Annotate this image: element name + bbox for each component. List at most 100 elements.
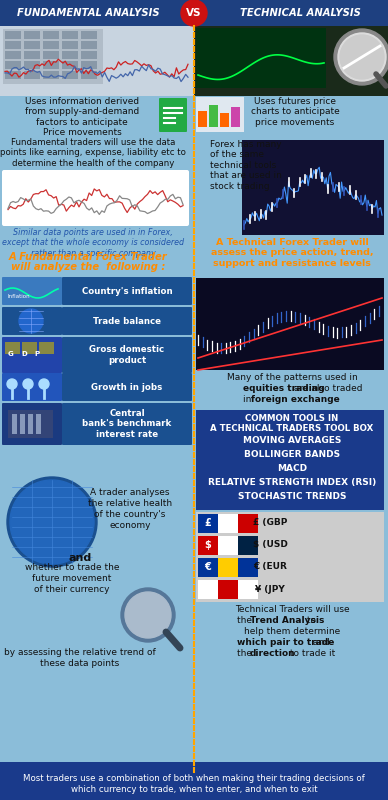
Text: D: D (21, 351, 27, 357)
Text: the: the (237, 649, 255, 658)
Bar (43, 61, 59, 69)
Bar (20, 414, 25, 434)
Bar (242, 140, 384, 235)
Bar (198, 111, 207, 127)
Bar (28, 414, 33, 434)
Bar (218, 514, 238, 533)
Text: direction: direction (250, 649, 296, 658)
Bar (198, 580, 258, 599)
Text: Technical Traders will use: Technical Traders will use (235, 605, 349, 614)
Bar (238, 558, 258, 577)
Circle shape (7, 477, 97, 567)
Bar (36, 414, 41, 434)
Text: A trader analyses: A trader analyses (90, 488, 170, 497)
FancyBboxPatch shape (159, 98, 187, 132)
Text: Uses information derived
from supply-and-demand
factors to anticipate
Price move: Uses information derived from supply-and… (25, 97, 139, 138)
Text: of their currency: of their currency (34, 585, 110, 594)
Text: these data points: these data points (40, 659, 120, 668)
Bar (12, 414, 17, 434)
Text: €: € (204, 562, 211, 572)
Text: Forex has many
of the same
technical tools
that are used in
stock trading: Forex has many of the same technical too… (210, 140, 282, 190)
Text: RELATIVE STRENGTH INDEX (RSI): RELATIVE STRENGTH INDEX (RSI) (208, 478, 376, 487)
Text: TECHNICAL ANALYSIS: TECHNICAL ANALYSIS (239, 8, 360, 18)
Text: ¥: ¥ (204, 584, 211, 594)
FancyBboxPatch shape (62, 337, 192, 373)
Bar (39, 342, 54, 354)
Bar (62, 71, 78, 79)
Bar (24, 71, 40, 79)
Bar (62, 61, 78, 69)
Text: ¥ (JPY: ¥ (JPY (255, 585, 285, 594)
Text: and: and (68, 553, 92, 563)
Text: VS: VS (186, 8, 202, 18)
Circle shape (181, 0, 207, 26)
Text: $: $ (204, 540, 211, 550)
Circle shape (23, 379, 33, 389)
Text: Trade balance: Trade balance (93, 317, 161, 326)
Bar (24, 61, 40, 69)
Text: STOCHASTIC TRENDS: STOCHASTIC TRENDS (238, 492, 346, 501)
Bar (62, 31, 78, 39)
Text: foreign exchange: foreign exchange (251, 395, 340, 404)
Text: Uses futures price
charts to anticipate
price movements: Uses futures price charts to anticipate … (251, 97, 340, 126)
Text: and: and (310, 638, 330, 647)
Bar (196, 97, 244, 132)
FancyBboxPatch shape (2, 307, 62, 335)
Text: Most traders use a combination of both when making their trading decisions of: Most traders use a combination of both w… (23, 774, 365, 783)
Bar (43, 31, 59, 39)
Bar (81, 61, 97, 69)
Bar (5, 31, 21, 39)
Circle shape (338, 33, 386, 81)
FancyBboxPatch shape (2, 373, 62, 401)
Text: Growth in jobs: Growth in jobs (92, 382, 163, 391)
Circle shape (334, 29, 388, 85)
Bar (24, 51, 40, 59)
Text: Gross domestic
product: Gross domestic product (90, 346, 165, 365)
Text: € (EUR: € (EUR (253, 562, 287, 571)
Bar (196, 410, 384, 510)
Text: are also traded: are also traded (291, 384, 362, 393)
Bar (198, 514, 258, 533)
Bar (196, 512, 384, 602)
Text: £: £ (204, 518, 211, 528)
Text: BOLLINGER BANDS: BOLLINGER BANDS (244, 450, 340, 459)
Bar (196, 28, 326, 88)
Text: P: P (34, 351, 39, 357)
Text: A Technical Forex Trader will
assess the price action, trend,
support and resist: A Technical Forex Trader will assess the… (211, 238, 373, 268)
Bar (194, 26, 388, 96)
FancyBboxPatch shape (62, 373, 192, 401)
Bar (62, 51, 78, 59)
Bar (81, 51, 97, 59)
Bar (5, 51, 21, 59)
Text: to: to (304, 616, 316, 625)
Bar (81, 71, 97, 79)
Bar (0, 26, 194, 96)
Bar (8, 410, 53, 438)
Bar (198, 536, 258, 555)
FancyBboxPatch shape (62, 307, 192, 335)
Bar (198, 558, 258, 577)
Bar (231, 107, 240, 127)
FancyBboxPatch shape (62, 403, 192, 445)
Text: COMMON TOOLS IN: COMMON TOOLS IN (245, 414, 339, 423)
Text: Central
bank's benchmark
interest rate: Central bank's benchmark interest rate (82, 409, 171, 439)
Bar (218, 580, 238, 599)
Bar (81, 41, 97, 49)
Bar (238, 580, 258, 599)
Bar (43, 71, 59, 79)
Bar (81, 31, 97, 39)
Bar (218, 558, 238, 577)
Text: $ (USD: $ (USD (253, 541, 288, 550)
Bar (196, 278, 384, 370)
Text: the relative health: the relative health (88, 499, 172, 508)
Bar (218, 536, 238, 555)
Bar (238, 514, 258, 533)
Circle shape (121, 588, 175, 642)
Bar (209, 105, 218, 127)
Text: economy: economy (109, 521, 151, 530)
Bar (3, 29, 103, 84)
Circle shape (125, 592, 171, 638)
Text: FUNDAMENTAL ANALYSIS: FUNDAMENTAL ANALYSIS (17, 8, 159, 18)
Text: whether to trade the: whether to trade the (25, 563, 119, 572)
Circle shape (7, 379, 17, 389)
